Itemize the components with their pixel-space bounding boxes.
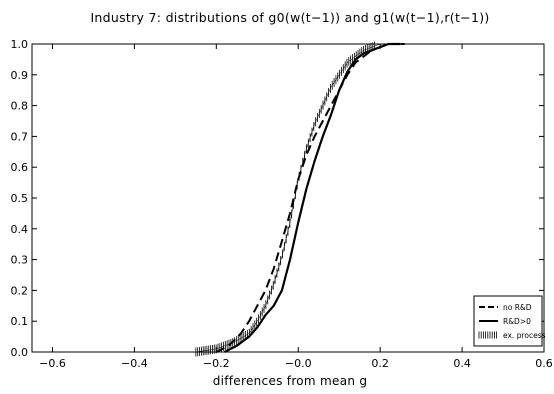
x-tick-label: 0.2 [371, 357, 389, 370]
plot-frame [31, 43, 545, 353]
y-tick-label: 0.0 [11, 346, 29, 359]
legend-entry-label: ex. process [503, 331, 546, 340]
legend: no R&D R&D>0 ex. process [473, 295, 546, 347]
x-axis-label: differences from mean g [213, 374, 368, 388]
series-no-rd-line [215, 43, 405, 353]
legend-entry-label: no R&D [503, 303, 532, 312]
x-tick-label: 0.4 [453, 357, 471, 370]
y-tick-label: 0.1 [11, 315, 29, 328]
series-ex-process-line [195, 43, 401, 353]
series-ex-process [195, 41, 401, 357]
y-tick-label: 0.8 [11, 100, 29, 113]
legend-entry-label: R&D>0 [503, 317, 531, 326]
x-tick-label: −0.2 [203, 357, 230, 370]
y-tick-label: 0.4 [11, 223, 29, 236]
y-tick-label: 1.0 [11, 38, 29, 51]
chart-title: Industry 7: distributions of g0(w(t−1)) … [90, 10, 489, 25]
y-tick-label: 0.9 [11, 69, 29, 82]
x-tick-label: −0.4 [121, 357, 148, 370]
series-rd-line [224, 42, 401, 353]
x-tick-label: −0.6 [39, 357, 66, 370]
x-tick-label: −0.0 [285, 357, 312, 370]
y-tick-label: 0.3 [11, 254, 29, 267]
y-tick-label: 0.5 [11, 192, 29, 205]
x-tick-label: 0.6 [535, 357, 553, 370]
y-tick-label: 0.6 [11, 161, 29, 174]
y-tick-label: 0.7 [11, 130, 29, 143]
plot-area: −0.6 −0.4 −0.2 −0.0 0.2 0.4 0.6 0.0 0.1 0.2 0.3 0.4… [11, 38, 553, 370]
y-tick-label: 0.2 [11, 284, 29, 297]
